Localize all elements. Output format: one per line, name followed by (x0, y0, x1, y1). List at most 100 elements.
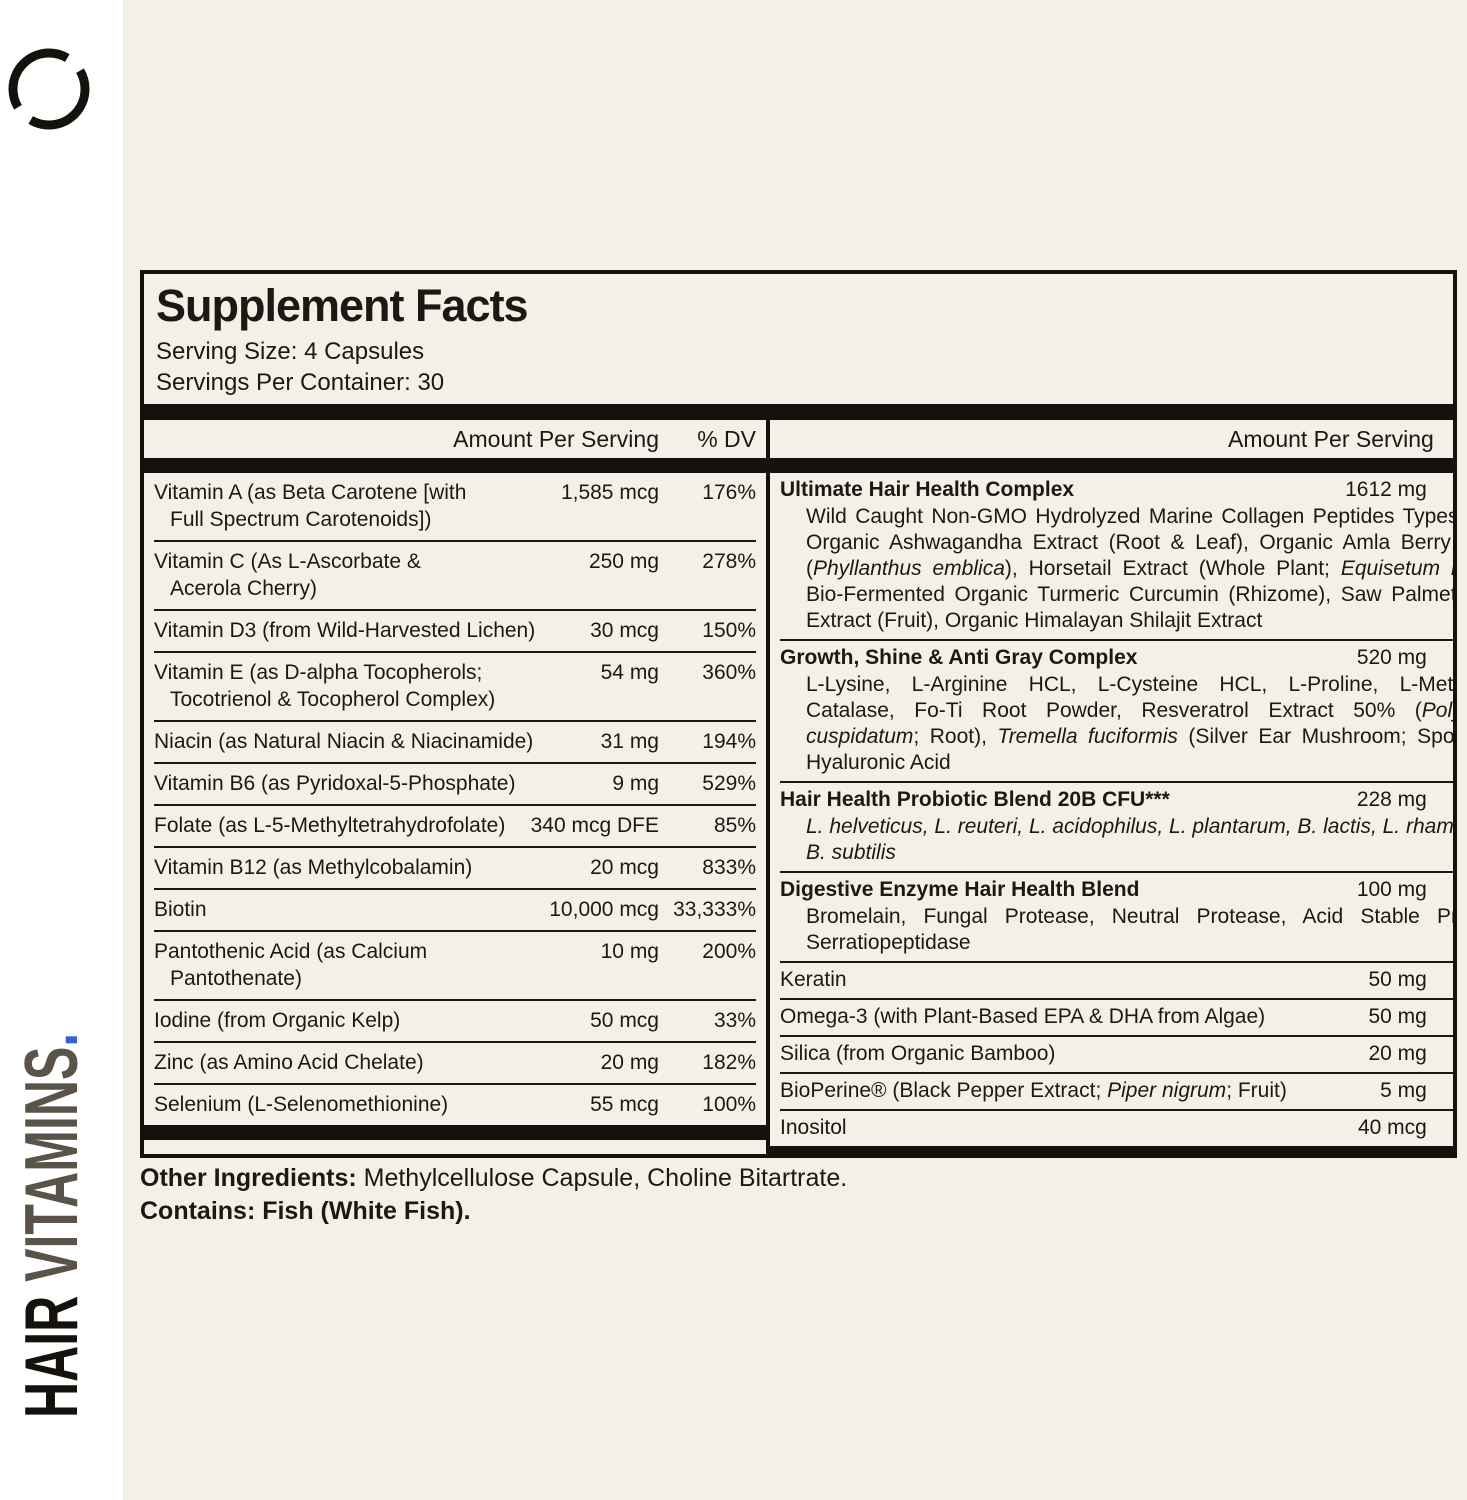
ingredient-name: Zinc (as Amino Acid Chelate) (154, 1051, 424, 1074)
sidebar: HAIR VITAMINS. (0, 0, 123, 1500)
amount-value: 100 mg (1356, 878, 1427, 901)
ingredient-name: Vitamin B12 (as Methylcobalamin) (154, 856, 473, 879)
dv-value: ** (1427, 1075, 1453, 1101)
amount-value: 30 mcg (590, 619, 659, 642)
table-row: Selenium (L-Selenomethionine) 55 mcg 100% (154, 1083, 756, 1125)
dv-value: 833% (702, 856, 756, 879)
broken-circle-logo (8, 42, 92, 136)
amount-value: 1,585 mcg (560, 481, 659, 504)
table-row: Iodine (from Organic Kelp) 50 mcg 33% (154, 999, 756, 1041)
ingredient-name: Niacin (as Natural Niacin & Niacinamide) (154, 730, 534, 753)
dv-value: ** (1427, 1001, 1453, 1027)
table-row: Vitamin B12 (as Methylcobalamin) 20 mcg 83… (154, 846, 756, 888)
amount-value: 50 mcg (590, 1009, 659, 1032)
brand-hair: HAIR (9, 1281, 94, 1418)
ingredient-name: Omega-3 (with Plant-Based EPA & DHA from… (780, 1005, 1266, 1028)
table-row: Folate (as L-5-Methyltetrahydrofolate) 34… (154, 804, 756, 846)
brand-vitamins: VITAMINS (9, 1046, 94, 1282)
amount-value: 10 mg (600, 940, 659, 963)
table-row: Growth, Shine & Anti Gray Complex 520 mg*… (780, 639, 1457, 781)
blend-name: Digestive Enzyme Hair Health Blend (780, 878, 1140, 901)
supplement-facts-panel: Supplement Facts Serving Size: 4 Capsule… (140, 270, 1457, 1158)
contains-line: Contains: Fish (White Fish). (140, 1197, 471, 1225)
other-ingredients-block: Other Ingredients: Methylcellulose Capsu… (140, 1162, 847, 1228)
divider-bar (770, 458, 1453, 473)
table-row: Vitamin A (as Beta Carotene [with Full Sp… (154, 473, 756, 540)
right-column-end-bar (770, 1146, 1453, 1154)
header-amount: Amount Per Serving (453, 426, 659, 452)
dv-value: 176% (702, 481, 756, 504)
ingredient-name: Folate (as L-5-Methyltetrahydrofolate) (154, 814, 506, 837)
amount-value: 10,000 mcg (549, 898, 659, 921)
table-row: Vitamin D3 (from Wild-Harvested Lichen) 3… (154, 609, 756, 651)
left-column-end-bar (144, 1125, 766, 1140)
dv-value: ** (1427, 1112, 1453, 1138)
dv-value: 33,333% (673, 898, 756, 921)
amount-value: 20 mg (1368, 1042, 1427, 1065)
table-row: Biotin 10,000 mcg 33,333% (154, 888, 756, 930)
table-row: Vitamin B6 (as Pyridoxal-5-Phosphate) 9 m… (154, 762, 756, 804)
blend-description: L-Lysine, L-Arginine HCL, L-Cysteine HCL… (806, 673, 1457, 774)
ingredient-name: Pantothenic Acid (as Calcium (154, 940, 428, 963)
table-row: Zinc (as Amino Acid Chelate) 20 mg 182% (154, 1041, 756, 1083)
ingredient-name-line2: Pantothenate) (170, 967, 302, 990)
amount-value: 31 mg (600, 730, 659, 753)
amount-value: 520 mg (1356, 646, 1427, 669)
amount-value: 50 mg (1368, 1005, 1427, 1028)
amount-value: 20 mg (600, 1051, 659, 1074)
facts-columns: Amount Per Serving % DV Vitamin A (as Be… (144, 420, 1453, 1154)
left-rows: Vitamin A (as Beta Carotene [with Full Sp… (144, 473, 766, 1125)
table-row: BioPerine® (Black Pepper Extract; Piper … (780, 1072, 1453, 1109)
ingredient-name: Inositol (780, 1116, 847, 1139)
blend-name: Ultimate Hair Health Complex (780, 478, 1075, 501)
ingredient-name: Vitamin B6 (as Pyridoxal-5-Phosphate) (154, 772, 516, 795)
brand-period: . (9, 1032, 94, 1047)
ingredient-name: Vitamin E (as D-alpha Tocopherols; (154, 661, 483, 684)
header-amount: Amount Per Serving (1228, 426, 1434, 452)
amount-value: 5 mg (1380, 1079, 1427, 1102)
ingredient-name: Iodine (from Organic Kelp) (154, 1009, 401, 1032)
panel-title: Supplement Facts (156, 280, 529, 331)
right-rows: Ultimate Hair Health Complex 1612 mg ** Wi… (770, 473, 1457, 1146)
dv-value: 85% (713, 814, 756, 837)
ingredient-name-line2: Acerola Cherry) (170, 577, 318, 600)
divider-bar (144, 458, 766, 473)
amount-value: 40 mcg (1357, 1116, 1427, 1139)
amount-value: 1612 mg (1345, 478, 1427, 501)
header-dv: % DV (697, 426, 756, 452)
blend-description: Wild Caught Non-GMO Hydrolyzed Marine Co… (806, 505, 1457, 632)
dv-value: ** (1427, 964, 1453, 990)
table-row: Keratin 50 mg** (780, 961, 1453, 998)
servings-per-container: Servings Per Container: 30 (156, 369, 445, 396)
amount-value: 54 mg (600, 661, 659, 684)
dv-value: 100% (702, 1093, 756, 1116)
table-row: Digestive Enzyme Hair Health Blend 100 mg… (780, 871, 1457, 961)
blend-name: Growth, Shine & Anti Gray Complex (780, 646, 1138, 669)
header-dv: % DV (1434, 426, 1453, 453)
dv-value: ** (1427, 1038, 1453, 1064)
dv-value: 278% (702, 550, 756, 573)
ingredient-name: Vitamin C (As L-Ascorbate & (154, 550, 421, 573)
other-ingredients-label: Other Ingredients: (140, 1164, 357, 1192)
amount-value: 50 mg (1368, 968, 1427, 991)
dv-value: ** (1427, 784, 1453, 810)
ingredient-name: BioPerine® (Black Pepper Extract; Piper … (780, 1079, 1287, 1102)
table-row: Inositol 40 mcg** (780, 1109, 1453, 1146)
ingredient-name: Vitamin A (as Beta Carotene [with (154, 481, 467, 504)
dv-value: 529% (702, 772, 756, 795)
right-column-header: Amount Per Serving % DV (770, 420, 1453, 458)
ingredient-name-line2: Full Spectrum Carotenoids]) (170, 508, 432, 531)
panel-header: Supplement Facts Serving Size: 4 Capsule… (144, 274, 1453, 404)
table-row: Hair Health Probiotic Blend 20B CFU*** 22… (780, 781, 1453, 871)
blend-description: Bromelain, Fungal Protease, Neutral Prot… (806, 905, 1457, 954)
table-row: Vitamin E (as D-alpha Tocopherols; Tocotr… (154, 651, 756, 720)
table-row: Ultimate Hair Health Complex 1612 mg** Wi… (780, 473, 1457, 639)
divider-bar-top (144, 404, 1453, 420)
serving-size: Serving Size: 4 Capsules (156, 338, 425, 365)
table-row: Vitamin C (As L-Ascorbate & Acerola Cherr… (154, 540, 756, 609)
amount-value: 340 mcg DFE (530, 814, 659, 837)
dv-value: 360% (702, 661, 756, 684)
right-column: Amount Per Serving % DV Ultimate Hair He… (770, 420, 1457, 1154)
amount-value: 9 mg (612, 772, 659, 795)
